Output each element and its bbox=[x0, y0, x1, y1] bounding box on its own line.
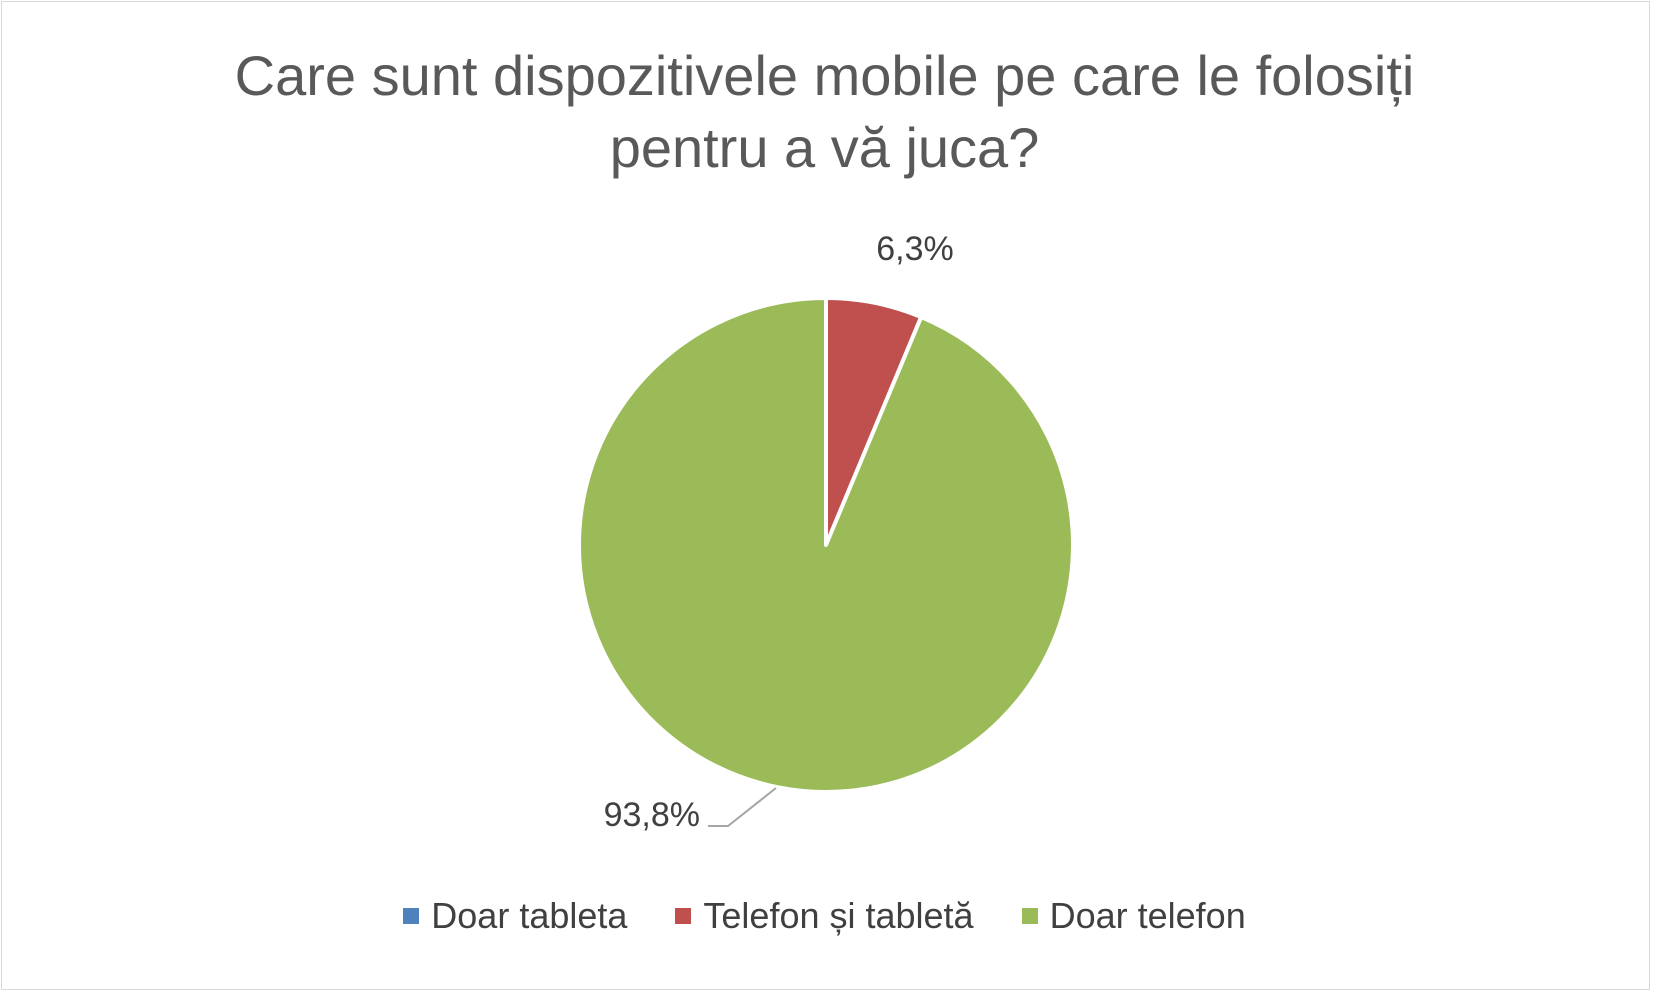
legend-item-telefon-si-tableta: Telefon și tabletă bbox=[675, 895, 974, 937]
chart-title: Care sunt dispozitivele mobile pe care l… bbox=[0, 40, 1649, 184]
leader-line-doar-telefon bbox=[708, 787, 777, 827]
legend-swatch-doar-telefon bbox=[1021, 908, 1038, 924]
chart-legend: Doar tableta Telefon și tabletă Doar tel… bbox=[0, 895, 1649, 937]
chart-title-line-1: Care sunt dispozitivele mobile pe care l… bbox=[234, 44, 1415, 107]
data-label-telefon-si-tableta: 6,3% bbox=[876, 230, 954, 268]
legend-label-doar-telefon: Doar telefon bbox=[1049, 895, 1246, 936]
legend-swatch-telefon-si-tableta bbox=[675, 908, 692, 924]
legend-swatch-doar-tableta bbox=[403, 908, 420, 924]
pie-slice-2 bbox=[577, 296, 1075, 794]
legend-item-doar-telefon: Doar telefon bbox=[1021, 895, 1246, 937]
data-label-doar-telefon: 93,8% bbox=[604, 796, 700, 834]
legend-item-doar-tableta: Doar tableta bbox=[403, 895, 627, 937]
legend-label-doar-tableta: Doar tableta bbox=[431, 895, 628, 936]
chart-title-line-2: pentru a vă juca? bbox=[609, 116, 1040, 179]
legend-label-telefon-si-tableta: Telefon și tabletă bbox=[703, 895, 974, 936]
